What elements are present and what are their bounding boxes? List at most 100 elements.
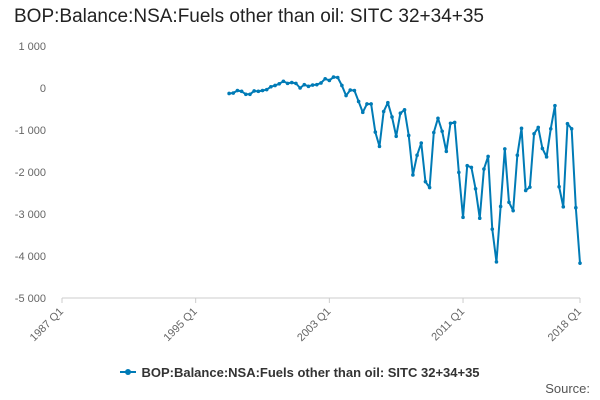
data-point[interactable] xyxy=(381,109,386,114)
data-point[interactable] xyxy=(227,91,231,96)
data-point[interactable] xyxy=(348,88,353,92)
data-point[interactable] xyxy=(394,134,398,139)
data-point[interactable] xyxy=(244,92,248,97)
data-point[interactable] xyxy=(335,75,340,80)
data-point[interactable] xyxy=(436,116,440,121)
data-point[interactable] xyxy=(365,102,369,106)
data-point[interactable] xyxy=(256,89,261,94)
data-point[interactable] xyxy=(448,121,453,126)
data-point[interactable] xyxy=(440,129,444,134)
data-point[interactable] xyxy=(548,126,553,131)
chart-title: BOP:Balance:NSA:Fuels other than oil: SI… xyxy=(14,6,484,27)
data-point[interactable] xyxy=(419,141,424,145)
data-point[interactable] xyxy=(427,185,432,190)
data-point[interactable] xyxy=(319,81,323,85)
data-point[interactable] xyxy=(544,155,549,159)
data-point[interactable] xyxy=(277,82,282,86)
x-tick-label: 2003 Q1 xyxy=(295,306,333,344)
data-point[interactable] xyxy=(536,125,541,130)
data-point[interactable] xyxy=(302,82,307,87)
data-point[interactable] xyxy=(373,130,378,134)
data-point[interactable] xyxy=(515,153,520,157)
data-point[interactable] xyxy=(235,88,240,93)
data-point[interactable] xyxy=(523,188,528,193)
y-tick-label: -5 000 xyxy=(15,293,46,305)
data-point[interactable] xyxy=(494,260,499,264)
data-point[interactable] xyxy=(402,108,407,112)
data-point[interactable] xyxy=(461,215,465,220)
data-point[interactable] xyxy=(264,87,269,92)
data-point[interactable] xyxy=(298,86,302,90)
data-point[interactable] xyxy=(473,187,478,191)
data-point[interactable] xyxy=(507,200,511,205)
data-point[interactable] xyxy=(252,89,256,93)
legend-item[interactable]: BOP:Balance:NSA:Fuels other than oil: SI… xyxy=(120,365,480,380)
data-point[interactable] xyxy=(239,89,244,94)
source-label: Source: xyxy=(545,381,590,396)
data-point[interactable] xyxy=(340,83,344,88)
data-point[interactable] xyxy=(248,92,252,97)
data-point[interactable] xyxy=(386,100,390,105)
data-point[interactable] xyxy=(452,120,457,125)
data-point[interactable] xyxy=(289,80,294,85)
data-point[interactable] xyxy=(540,146,545,151)
data-point[interactable] xyxy=(398,111,403,115)
data-point[interactable] xyxy=(498,204,503,209)
data-point[interactable] xyxy=(557,184,561,189)
x-tick-label: 2018 Q1 xyxy=(546,306,584,344)
data-point[interactable] xyxy=(469,165,474,170)
legend-line-marker-icon xyxy=(120,368,137,376)
data-point[interactable] xyxy=(390,115,394,119)
data-point[interactable] xyxy=(532,131,536,136)
data-point[interactable] xyxy=(331,75,336,79)
data-point[interactable] xyxy=(294,81,298,86)
series-line xyxy=(228,76,581,264)
data-point[interactable] xyxy=(360,110,365,115)
data-point[interactable] xyxy=(519,126,524,131)
data-point[interactable] xyxy=(352,88,357,93)
data-point[interactable] xyxy=(578,261,582,265)
data-point[interactable] xyxy=(369,102,373,106)
data-point[interactable] xyxy=(323,76,327,81)
data-point[interactable] xyxy=(574,205,578,210)
data-point[interactable] xyxy=(285,81,290,86)
data-point[interactable] xyxy=(486,154,490,159)
data-point[interactable] xyxy=(315,82,319,87)
y-tick-label: -3 000 xyxy=(15,209,46,221)
x-axis: 1987 Q1 1995 Q1 2003 Q1 2011 Q1 2018 Q1 xyxy=(28,297,584,344)
data-point[interactable] xyxy=(356,99,361,104)
data-point[interactable] xyxy=(565,121,570,126)
data-point[interactable] xyxy=(569,126,574,131)
data-point[interactable] xyxy=(490,227,495,231)
y-tick-label: 0 xyxy=(40,83,46,95)
data-point[interactable] xyxy=(444,149,449,154)
data-point[interactable] xyxy=(431,130,436,135)
data-point[interactable] xyxy=(465,163,470,168)
data-point[interactable] xyxy=(528,185,532,189)
data-point[interactable] xyxy=(306,84,311,89)
data-point[interactable] xyxy=(411,173,415,177)
data-point[interactable] xyxy=(281,79,286,84)
y-axis: 1 000 0 -1 000 -2 000 -3 000 -4 000 -5 000 xyxy=(15,41,46,305)
data-point[interactable] xyxy=(457,170,461,175)
data-point[interactable] xyxy=(344,93,348,98)
data-point[interactable] xyxy=(511,208,515,213)
data-point[interactable] xyxy=(553,103,557,108)
data-point[interactable] xyxy=(260,88,265,93)
x-tick-label: 1987 Q1 xyxy=(28,306,66,344)
data-point[interactable] xyxy=(406,133,411,138)
data-point[interactable] xyxy=(327,78,332,83)
data-point[interactable] xyxy=(503,147,507,151)
data-point[interactable] xyxy=(423,179,428,184)
data-point[interactable] xyxy=(561,205,566,209)
data-point[interactable] xyxy=(310,83,315,87)
data-point[interactable] xyxy=(269,84,273,89)
data-point[interactable] xyxy=(477,216,482,220)
data-point[interactable] xyxy=(231,91,236,95)
data-point[interactable] xyxy=(273,83,277,88)
data-point[interactable] xyxy=(377,144,382,149)
data-point[interactable] xyxy=(415,153,419,157)
y-tick-label: -1 000 xyxy=(15,125,46,137)
data-point[interactable] xyxy=(482,167,486,171)
